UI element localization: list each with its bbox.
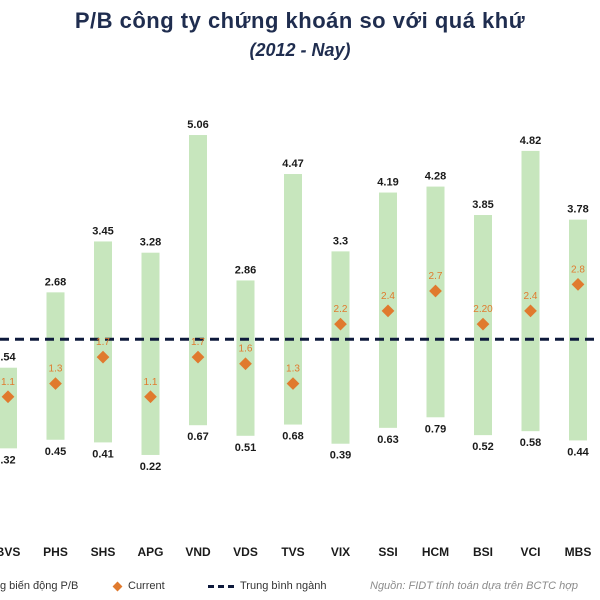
x-tick-label: TVS (281, 545, 304, 559)
min-label: 0.52 (472, 441, 493, 453)
current-marker-vix (334, 317, 347, 331)
current-label: 1.6 (239, 344, 253, 355)
legend-average: Trung bình ngành (208, 580, 326, 592)
range-bar-phs (46, 292, 65, 440)
x-tick-label: PHS (43, 545, 68, 559)
max-label: 3.85 (472, 199, 493, 211)
range-bar-vci (521, 150, 540, 432)
max-label: 2.68 (45, 276, 66, 288)
range-bar-vnd (189, 135, 207, 426)
min-label: 0.79 (425, 423, 446, 435)
x-tick-label: BVS (0, 545, 20, 559)
max-label: 3.78 (567, 204, 588, 216)
legend-range-label: g biến động P/B (0, 580, 79, 592)
x-tick-label: SSI (378, 545, 397, 559)
max-label: 3.45 (92, 225, 113, 237)
chart-title: P/B công ty chứng khoán so với quá khứ (74, 8, 526, 33)
current-marker-vds (239, 357, 252, 371)
min-label: 0.63 (377, 434, 398, 446)
x-tick-label: HCM (422, 545, 449, 559)
min-label: 0.68 (282, 431, 303, 443)
x-tick-label: VND (185, 545, 211, 559)
max-label: .54 (0, 352, 16, 364)
min-label: 0.39 (330, 450, 351, 462)
legend-range: g biến động P/B (0, 580, 78, 592)
dashed-line-icon (208, 584, 234, 588)
range-bar-vix (331, 251, 350, 444)
max-label: 5.06 (187, 119, 208, 131)
current-label: 2.2 (334, 304, 348, 315)
range-bar-mbs (569, 219, 587, 441)
current-marker-bsi (476, 317, 490, 331)
current-marker-ssi (381, 304, 395, 318)
current-label: 2.8 (571, 264, 585, 275)
max-label: 4.47 (282, 158, 303, 170)
x-tick-label: APG (137, 545, 163, 559)
current-label: 1.3 (286, 364, 300, 375)
source-note: Nguồn: FIDT tính toán dựa trên BCTC hợp (370, 580, 579, 592)
current-marker-shs (96, 350, 110, 364)
current-label: 2.7 (429, 271, 443, 282)
min-label: 0.45 (45, 446, 66, 458)
current-label: 2.4 (381, 291, 395, 302)
current-marker-hcm (429, 284, 442, 298)
min-label: 0.44 (567, 446, 589, 458)
x-tick-label: SHS (91, 545, 116, 559)
current-label: 1.1 (144, 377, 158, 388)
range-bar-tvs (284, 174, 302, 425)
x-tick-label: VCI (520, 545, 540, 559)
current-marker-phs (49, 377, 62, 390)
min-label: 0.58 (520, 437, 541, 449)
x-tick-label: BSI (473, 545, 493, 559)
x-tick-label: VIX (331, 545, 350, 559)
legend-average-label: Trung bình ngành (240, 580, 327, 592)
current-label: 1.1 (1, 377, 15, 388)
max-label: 2.86 (235, 264, 256, 276)
range-bar-hcm (426, 186, 445, 418)
max-label: 4.82 (520, 135, 541, 147)
current-label: 1.7 (96, 337, 110, 348)
current-label: 1.7 (191, 337, 205, 348)
min-label: 0.22 (140, 461, 161, 473)
min-label: 0.67 (187, 431, 208, 443)
min-label: 0.41 (92, 448, 113, 460)
legend: g biến động P/B Current Trung bình ngành… (0, 580, 600, 598)
legend-current-label: Current (128, 580, 165, 592)
range-bar-apg (141, 252, 160, 455)
chart-subtitle: (2012 - Nay) (249, 40, 351, 60)
diamond-icon (112, 581, 123, 592)
current-marker-apg (144, 390, 157, 404)
current-marker-tvs (286, 377, 300, 390)
current-label: 1.3 (49, 364, 63, 375)
range-bar-bvs (0, 367, 17, 449)
range-bar-shs (94, 241, 112, 443)
current-marker-vnd (191, 350, 205, 364)
legend-current: Current (112, 580, 165, 592)
max-label: 3.28 (140, 237, 161, 249)
max-label: 4.28 (425, 171, 446, 183)
max-label: 3.3 (333, 235, 348, 247)
current-label: 2.4 (524, 291, 538, 302)
max-label: 4.19 (377, 177, 398, 189)
min-label: .32 (0, 454, 15, 466)
x-tick-label: VDS (233, 545, 258, 559)
x-tick-label: MBS (565, 545, 592, 559)
min-label: 0.51 (235, 442, 256, 454)
current-label: 2.20 (473, 304, 493, 315)
current-marker-bvs (1, 390, 15, 404)
